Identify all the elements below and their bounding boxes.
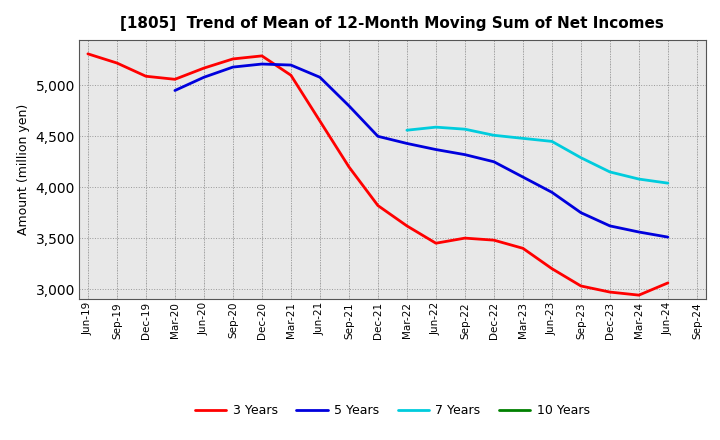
5 Years xyxy=(171,88,179,93)
Line: 5 Years: 5 Years xyxy=(175,64,668,237)
3 Years xyxy=(548,266,557,271)
3 Years xyxy=(171,77,179,82)
3 Years xyxy=(606,290,614,295)
3 Years xyxy=(374,203,382,208)
3 Years xyxy=(345,164,354,169)
Line: 7 Years: 7 Years xyxy=(407,127,668,183)
5 Years xyxy=(228,64,237,70)
5 Years xyxy=(374,134,382,139)
3 Years xyxy=(287,73,295,78)
7 Years xyxy=(518,136,527,141)
7 Years xyxy=(402,128,411,133)
5 Years xyxy=(664,235,672,240)
7 Years xyxy=(634,176,643,182)
3 Years xyxy=(518,246,527,251)
3 Years xyxy=(258,53,266,59)
5 Years xyxy=(402,141,411,146)
3 Years xyxy=(577,283,585,289)
5 Years xyxy=(490,159,498,165)
5 Years xyxy=(461,152,469,157)
7 Years xyxy=(664,180,672,186)
7 Years xyxy=(606,169,614,175)
3 Years xyxy=(112,60,121,66)
3 Years xyxy=(634,293,643,298)
7 Years xyxy=(577,155,585,160)
3 Years xyxy=(490,238,498,243)
3 Years xyxy=(84,51,92,56)
7 Years xyxy=(461,127,469,132)
5 Years xyxy=(287,62,295,68)
7 Years xyxy=(490,132,498,138)
3 Years xyxy=(142,73,150,79)
3 Years xyxy=(315,118,324,124)
5 Years xyxy=(518,174,527,180)
3 Years xyxy=(402,223,411,228)
5 Years xyxy=(258,62,266,67)
3 Years xyxy=(199,66,208,71)
Legend: 3 Years, 5 Years, 7 Years, 10 Years: 3 Years, 5 Years, 7 Years, 10 Years xyxy=(190,399,595,422)
5 Years xyxy=(199,75,208,80)
3 Years xyxy=(431,241,440,246)
Line: 3 Years: 3 Years xyxy=(88,54,668,295)
3 Years xyxy=(228,56,237,62)
5 Years xyxy=(606,223,614,228)
5 Years xyxy=(345,103,354,108)
5 Years xyxy=(431,147,440,152)
5 Years xyxy=(577,210,585,215)
3 Years xyxy=(664,280,672,286)
3 Years xyxy=(461,235,469,241)
Y-axis label: Amount (million yen): Amount (million yen) xyxy=(17,104,30,235)
5 Years xyxy=(315,75,324,80)
5 Years xyxy=(548,190,557,195)
7 Years xyxy=(548,139,557,144)
5 Years xyxy=(634,229,643,235)
Title: [1805]  Trend of Mean of 12-Month Moving Sum of Net Incomes: [1805] Trend of Mean of 12-Month Moving … xyxy=(120,16,665,32)
7 Years xyxy=(431,125,440,130)
